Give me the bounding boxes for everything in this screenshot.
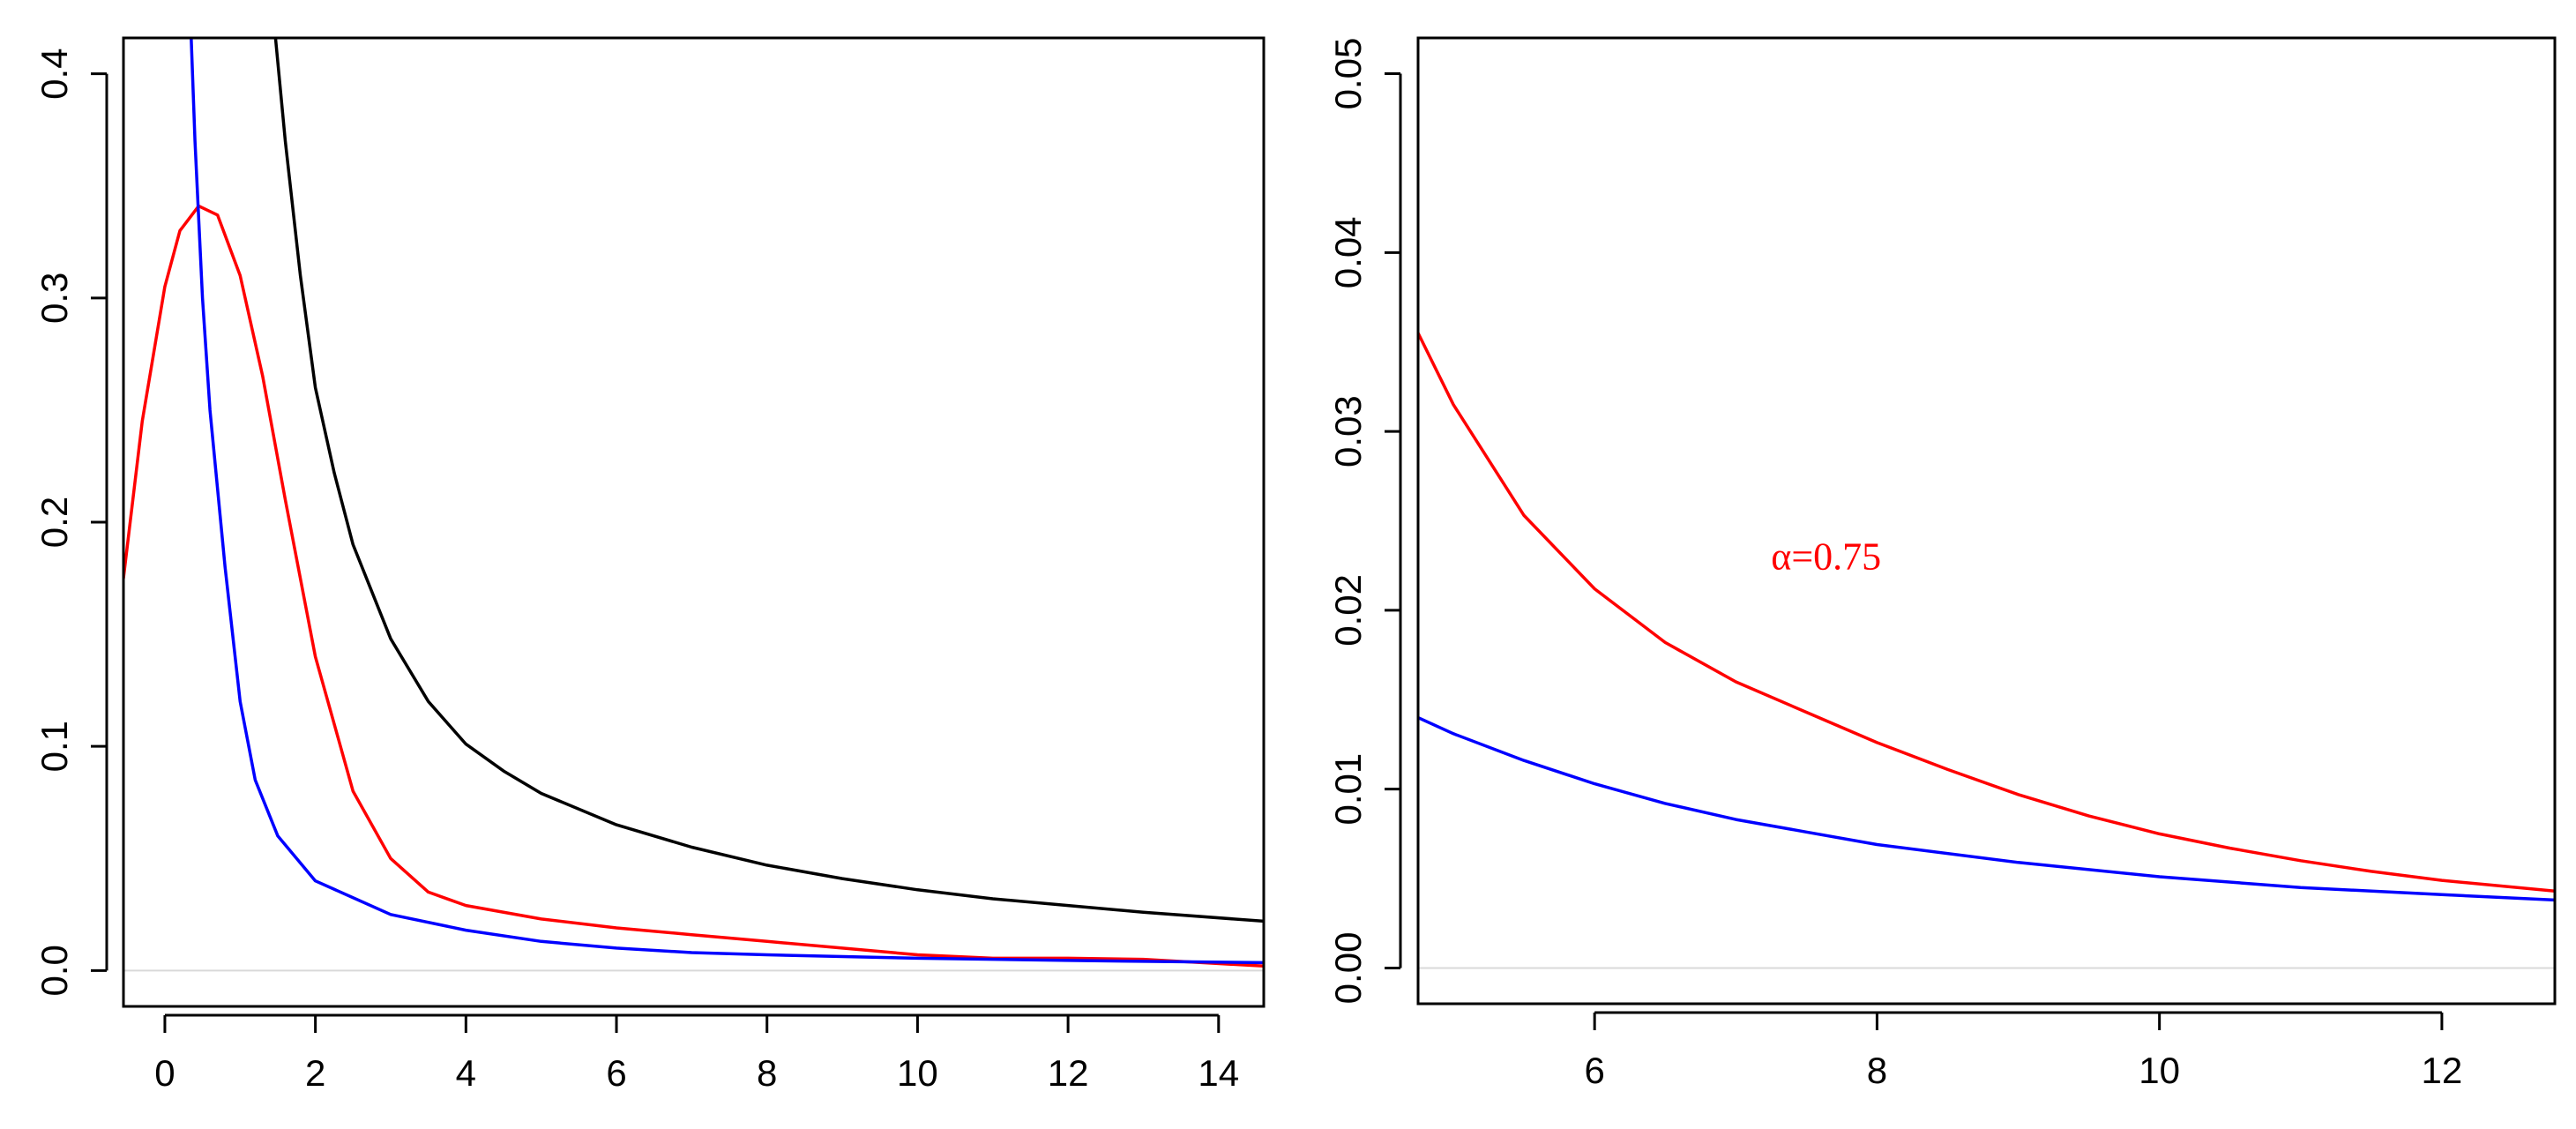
right-y-tick-label: 0.03 <box>1327 395 1369 467</box>
left-series-layer <box>123 38 1264 968</box>
left-x-axis: 0 2 4 6 8 10 12 14 <box>154 1013 1239 1094</box>
right-series-0-line <box>1418 331 2555 893</box>
left-y-tick-label: 0.2 <box>34 497 75 548</box>
right-y-axis: 0.00 0.01 0.02 0.03 0.04 0.05 <box>1327 38 1402 1005</box>
right-series-layer <box>1418 331 2555 902</box>
right-x-axis: 6 8 10 12 <box>1584 1011 2463 1091</box>
right-x-tick-label: 12 <box>2422 1050 2463 1091</box>
right-y-tick-label: 0.04 <box>1327 216 1369 288</box>
left-plot-frame <box>122 36 1266 1008</box>
left-series-1-line <box>123 204 1264 968</box>
left-x-tick-label: 8 <box>757 1052 777 1094</box>
left-y-axis: 0.0 0.1 0.2 0.3 0.4 <box>34 48 108 997</box>
right-y-tick-label: 0.00 <box>1327 932 1369 1005</box>
left-series-0-line <box>273 38 1264 923</box>
left-x-tick-label: 6 <box>606 1052 626 1094</box>
right-x-tick-label: 6 <box>1584 1050 1604 1091</box>
right-x-tick-label: 8 <box>1867 1050 1887 1091</box>
right-x-tick-label: 10 <box>2139 1050 2180 1091</box>
left-y-tick-label: 0.3 <box>34 273 75 324</box>
left-x-tick-label: 4 <box>456 1052 476 1094</box>
left-panel: 0 2 4 6 8 10 12 14 0.0 0.1 0.2 0.3 0.4 <box>34 36 1266 1094</box>
left-x-tick-label: 0 <box>154 1052 175 1094</box>
right-plot-frame <box>1416 36 2557 1006</box>
left-y-tick-label: 0.0 <box>34 945 75 996</box>
left-x-tick-label: 12 <box>1048 1052 1089 1094</box>
alpha-annotation: α=0.75 <box>1771 535 1881 578</box>
left-x-tick-label: 14 <box>1198 1052 1239 1094</box>
right-series-1-line <box>1418 715 2555 902</box>
left-y-tick-label: 0.4 <box>34 48 75 99</box>
left-series-2-line <box>190 38 1264 965</box>
right-y-tick-label: 0.01 <box>1327 753 1369 826</box>
left-x-tick-label: 10 <box>897 1052 938 1094</box>
right-y-tick-label: 0.05 <box>1327 38 1369 110</box>
left-y-tick-label: 0.1 <box>34 721 75 772</box>
right-y-tick-label: 0.02 <box>1327 574 1369 647</box>
left-x-tick-label: 2 <box>305 1052 325 1094</box>
right-panel: 6 8 10 12 0.00 0.01 0.02 0.03 0.04 0.05 α=0.75 <box>1327 36 2557 1091</box>
